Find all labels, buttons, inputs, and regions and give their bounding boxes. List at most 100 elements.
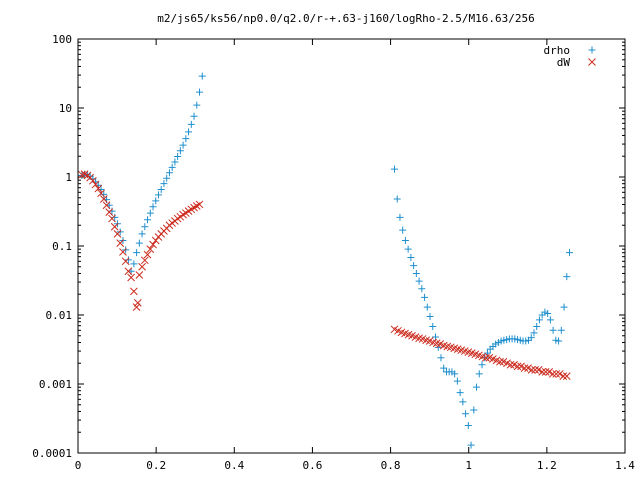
data-point-dW [545,367,554,376]
data-point-dW [113,229,122,238]
y-tick-label: 1 [65,171,72,184]
data-point-drho [146,209,154,217]
data-point-dW [559,372,568,380]
data-point-drho [174,153,182,161]
data-point-drho [111,213,119,221]
x-tick-label: 1 [465,459,472,472]
y-tick-label: 100 [52,33,72,46]
data-point-dW [119,248,127,256]
data-point-dW [121,257,130,266]
data-point-dW [513,362,522,371]
data-point-dW [124,267,133,276]
x-tick-label: 1.2 [537,459,557,472]
x-tick-label: 0.6 [302,459,322,472]
data-point-dW [127,273,135,282]
data-point-drho [399,226,407,234]
data-point-drho [154,191,162,199]
data-point-drho [401,237,409,245]
data-point-drho [396,213,404,221]
data-point-drho [423,303,431,311]
data-point-drho [141,223,149,231]
data-point-drho [560,303,568,311]
data-point-drho [432,333,440,341]
data-point-drho [190,112,198,120]
data-point-drho [462,410,470,418]
y-tick-label: 0.001 [39,378,72,391]
data-point-drho [563,273,571,281]
legend-label-dW: dW [557,56,571,69]
data-point-dW [97,189,105,198]
data-point-dW [108,214,116,223]
data-point-drho [133,249,141,257]
data-point-drho [426,313,434,321]
data-point-dW [88,176,97,185]
data-point-dW [534,366,543,374]
data-point-dW [195,200,204,209]
data-point-drho [149,203,157,211]
y-tick-label: 10 [59,102,72,115]
data-point-drho [456,389,464,397]
data-point-drho [421,293,429,301]
data-point-drho [157,185,165,193]
data-point-dW [506,360,515,369]
x-tick-label: 0.8 [381,459,401,472]
chart-title: m2/js65/ks56/np0.0/q2.0/r-+.63-j160/logR… [157,12,535,25]
x-tick-label: 0 [75,459,82,472]
data-point-drho [527,334,535,342]
data-point-drho [168,163,176,171]
data-point-dW [552,370,561,378]
data-point-dW [531,366,539,374]
data-point-dW [102,201,111,210]
data-point-dW [132,303,141,311]
data-point-drho [555,337,563,345]
data-point-drho [198,72,206,80]
data-point-drho [390,165,398,173]
data-point-drho [418,285,426,293]
data-point-drho [544,310,552,318]
data-point-drho [437,354,445,362]
plot-frame [77,38,626,454]
data-point-dW [482,353,490,362]
data-point-drho [171,158,179,166]
data-point-drho [187,120,195,128]
data-point-drho [163,174,171,182]
data-point-drho [407,254,415,262]
data-point-drho [451,370,459,378]
data-point-dW [116,239,125,247]
data-point-drho [464,422,472,430]
data-marks [78,72,574,449]
data-point-dW [520,364,529,372]
data-point-drho [453,377,461,385]
data-point-dW [143,250,152,259]
series-dW [78,170,571,380]
data-point-drho [165,169,173,177]
data-point-drho [467,441,475,449]
data-point-drho [481,354,489,362]
data-point-drho [193,101,201,109]
x-tick-label: 1.4 [615,459,635,472]
data-point-drho [415,277,423,285]
data-point-drho [135,239,143,247]
data-point-drho [459,398,467,406]
data-point-dW [138,262,146,271]
data-point-dW [149,240,157,249]
x-tick-label: 0.2 [146,459,166,472]
data-point-drho [196,88,204,96]
data-point-dW [135,271,144,279]
data-point-drho [138,230,146,238]
y-tick-label: 0.01 [46,309,73,322]
data-point-drho [404,245,412,253]
series-drho [78,72,574,449]
data-point-drho [546,316,554,324]
data-point-drho [179,141,187,149]
data-point-drho [566,249,574,257]
data-point-drho [124,256,132,264]
data-point-drho [440,364,448,372]
data-point-dW [555,370,564,378]
data-point-drho [144,216,152,224]
y-tick-label: 0.1 [52,240,72,253]
data-point-drho [182,135,190,143]
data-point-drho [557,326,565,334]
legend-label-drho: drho [544,44,571,57]
